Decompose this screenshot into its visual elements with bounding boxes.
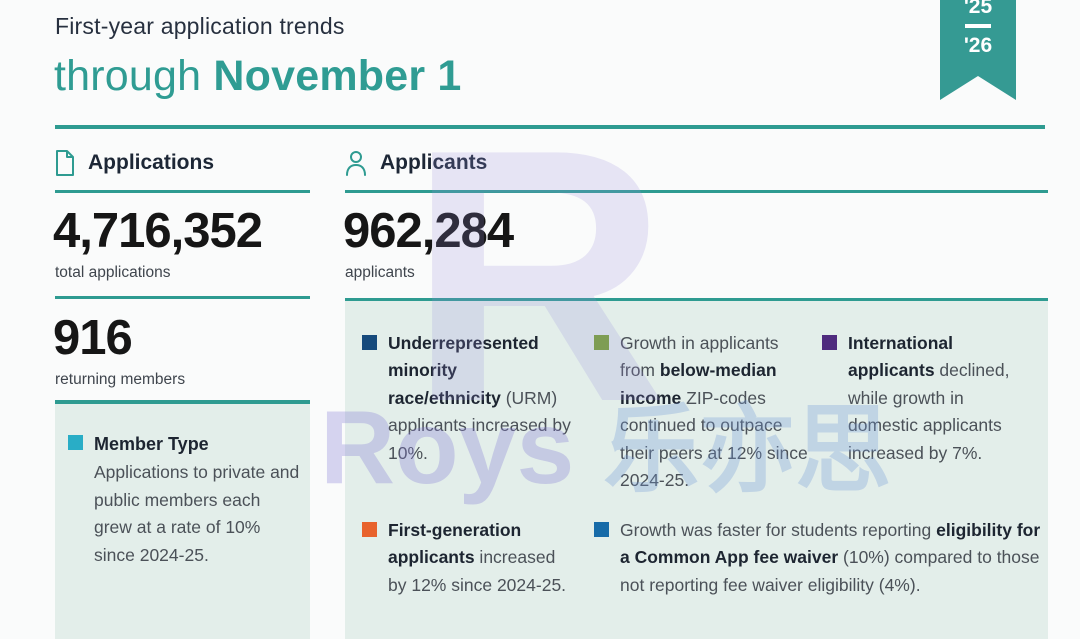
ribbon-year-top: '25 bbox=[963, 0, 993, 18]
title-divider bbox=[55, 125, 1045, 129]
person-icon bbox=[345, 150, 367, 176]
income-lead: Growth in applicants from bbox=[620, 333, 779, 381]
applications-divider bbox=[55, 190, 310, 193]
applicants-section-label: Applicants bbox=[380, 151, 488, 174]
urm-bullet-icon bbox=[362, 335, 377, 350]
first-generation-bullet-icon bbox=[362, 522, 377, 537]
ribbon-year-bottom: '26 bbox=[963, 34, 993, 58]
international-bullet-icon bbox=[822, 335, 837, 350]
applicants-value: 962,284 bbox=[343, 204, 514, 258]
member-type-text: Member Type Applications to private and p… bbox=[94, 430, 300, 569]
page-title-bold: November 1 bbox=[213, 52, 462, 100]
member-type-bullet-icon bbox=[68, 435, 83, 450]
income-text: Growth in applicants from below-median i… bbox=[620, 330, 816, 495]
income-bold: below-median income bbox=[620, 360, 777, 408]
urm-bold: Underrepresented minority race/ethnicity bbox=[388, 333, 539, 408]
year-ribbon: '25 '26 bbox=[940, 0, 1016, 100]
page-title-regular: through bbox=[54, 52, 214, 100]
first-generation-text: First-generation applicants increased by… bbox=[388, 517, 574, 599]
fee-waiver-rest: (10%) compared to those not reporting fe… bbox=[620, 547, 1040, 595]
urm-rest: (URM) applicants increased by 10%. bbox=[388, 387, 571, 463]
applicants-section-header: Applicants bbox=[345, 150, 487, 176]
page-subtitle: First-year application trends bbox=[55, 13, 345, 39]
bullet-below-median-income: Growth in applicants from below-median i… bbox=[594, 330, 816, 495]
applications-section-header: Applications bbox=[55, 150, 214, 176]
bullet-first-generation: First-generation applicants increased by… bbox=[362, 517, 574, 599]
applications-section-label: Applications bbox=[88, 151, 215, 174]
international-bold: International applicants bbox=[848, 333, 954, 381]
member-type-panel bbox=[55, 400, 310, 639]
income-rest: ZIP-codes continued to outpace their pee… bbox=[620, 387, 808, 491]
bullet-international: International applicants declined, while… bbox=[822, 330, 1037, 467]
ribbon-separator bbox=[965, 24, 991, 29]
returning-members-divider bbox=[55, 296, 310, 299]
first-generation-rest: increased by 12% since 2024-25. bbox=[388, 547, 567, 595]
fee-waiver-bullet-icon bbox=[594, 522, 609, 537]
urm-text: Underrepresented minority race/ethnicity… bbox=[388, 330, 574, 467]
international-rest: declined, while growth in domestic appli… bbox=[848, 360, 1010, 463]
applicants-value-label: applicants bbox=[345, 264, 415, 281]
fee-waiver-lead: Growth was faster for students reporting bbox=[620, 520, 937, 540]
member-type-body: Applications to private and public membe… bbox=[94, 462, 300, 565]
returning-members-label: returning members bbox=[55, 371, 186, 388]
member-type-item: Member Type Applications to private and p… bbox=[68, 430, 300, 569]
first-generation-bold: First-generation applicants bbox=[388, 520, 522, 568]
international-text: International applicants declined, while… bbox=[848, 330, 1037, 467]
total-applications-value: 4,716,352 bbox=[53, 204, 263, 258]
bullet-urm: Underrepresented minority race/ethnicity… bbox=[362, 330, 574, 467]
income-bullet-icon bbox=[594, 335, 609, 350]
fee-waiver-bold: eligibility for a Common App fee waiver bbox=[620, 520, 1041, 568]
fee-waiver-text: Growth was faster for students reporting… bbox=[620, 517, 1046, 599]
total-applications-label: total applications bbox=[55, 264, 171, 281]
page-title: through November 1 bbox=[54, 52, 462, 101]
member-type-heading: Member Type bbox=[94, 434, 209, 454]
applicants-detail-panel bbox=[345, 298, 1048, 639]
bullet-fee-waiver: Growth was faster for students reporting… bbox=[594, 517, 1046, 599]
document-icon bbox=[55, 150, 75, 176]
applicants-divider bbox=[345, 190, 1048, 193]
returning-members-value: 916 bbox=[53, 311, 133, 365]
